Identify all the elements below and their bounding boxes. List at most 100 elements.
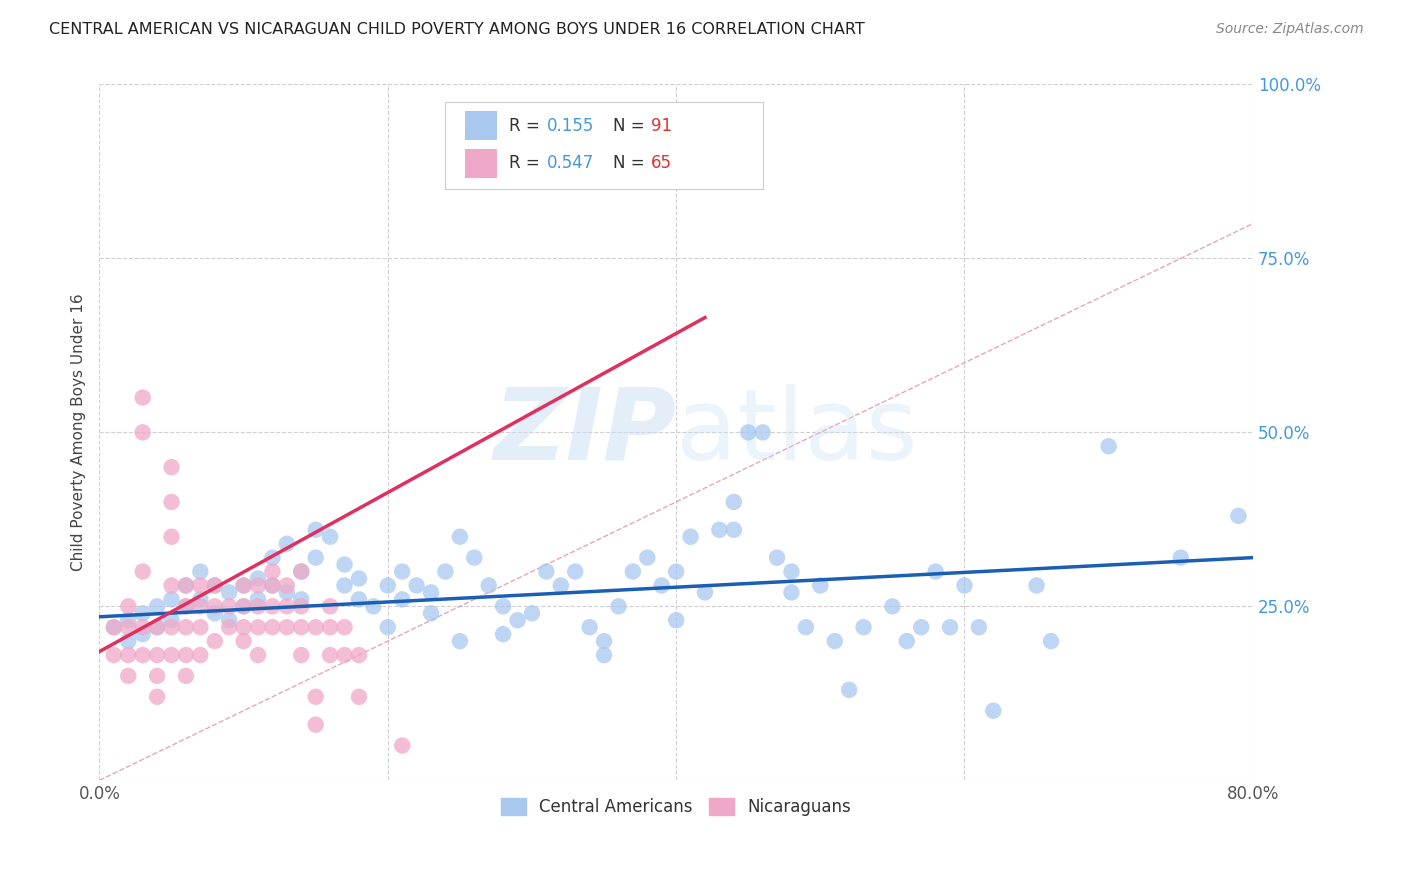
Point <box>190 578 212 592</box>
Point <box>824 634 846 648</box>
Point <box>218 599 240 614</box>
Y-axis label: Child Poverty Among Boys Under 16: Child Poverty Among Boys Under 16 <box>72 293 86 571</box>
Point <box>520 607 543 621</box>
Point <box>160 592 183 607</box>
Point <box>852 620 875 634</box>
Point <box>794 620 817 634</box>
Point <box>232 578 254 592</box>
Point <box>247 620 270 634</box>
Point <box>160 495 183 509</box>
Point <box>131 391 153 405</box>
Text: Source: ZipAtlas.com: Source: ZipAtlas.com <box>1216 22 1364 37</box>
Text: 91: 91 <box>651 117 672 135</box>
Point <box>290 592 312 607</box>
Point <box>347 572 370 586</box>
Point <box>492 599 515 614</box>
Point <box>808 578 831 592</box>
Point <box>103 620 125 634</box>
Point <box>190 565 212 579</box>
Point <box>262 578 284 592</box>
Point <box>174 648 197 662</box>
Point <box>232 634 254 648</box>
Point <box>405 578 427 592</box>
Text: R =: R = <box>509 154 546 172</box>
Point <box>146 669 169 683</box>
Point <box>305 690 328 704</box>
Point <box>131 620 153 634</box>
Point <box>290 565 312 579</box>
Point <box>117 613 139 627</box>
Point <box>347 690 370 704</box>
Point <box>319 530 342 544</box>
FancyBboxPatch shape <box>446 102 762 189</box>
Point <box>276 537 298 551</box>
Text: R =: R = <box>509 117 546 135</box>
Point <box>247 592 270 607</box>
Point <box>160 530 183 544</box>
Point <box>924 565 946 579</box>
Point <box>391 592 413 607</box>
Point <box>204 578 226 592</box>
Point <box>131 607 153 621</box>
Point <box>247 578 270 592</box>
Point <box>262 578 284 592</box>
Point <box>174 599 197 614</box>
Point <box>131 565 153 579</box>
Point <box>131 425 153 440</box>
Point <box>218 613 240 627</box>
Point <box>593 634 616 648</box>
Point <box>391 739 413 753</box>
Point <box>910 620 932 634</box>
Point <box>882 599 904 614</box>
Point <box>262 620 284 634</box>
Point <box>679 530 702 544</box>
Point <box>333 578 356 592</box>
Point <box>953 578 976 592</box>
Point <box>347 592 370 607</box>
Point <box>160 578 183 592</box>
Point <box>290 648 312 662</box>
Point <box>174 578 197 592</box>
Point <box>160 620 183 634</box>
Text: atlas: atlas <box>676 384 918 481</box>
Point <box>276 585 298 599</box>
Point <box>621 565 644 579</box>
Point <box>174 620 197 634</box>
Point <box>550 578 572 592</box>
Point <box>276 599 298 614</box>
Point <box>232 578 254 592</box>
Point <box>232 599 254 614</box>
Point <box>146 690 169 704</box>
Point <box>693 585 716 599</box>
Point <box>347 648 370 662</box>
Point <box>247 599 270 614</box>
Point <box>636 550 658 565</box>
Point <box>1040 634 1063 648</box>
Point <box>232 599 254 614</box>
Point <box>377 578 399 592</box>
Point <box>160 648 183 662</box>
Point <box>449 634 471 648</box>
Point <box>780 565 803 579</box>
Point <box>190 592 212 607</box>
Point <box>204 578 226 592</box>
Point <box>939 620 962 634</box>
Point <box>449 530 471 544</box>
Point <box>1170 550 1192 565</box>
Point <box>103 620 125 634</box>
Point <box>478 578 501 592</box>
Point <box>463 550 485 565</box>
FancyBboxPatch shape <box>465 112 498 140</box>
FancyBboxPatch shape <box>465 149 498 178</box>
Point <box>319 648 342 662</box>
Point <box>190 599 212 614</box>
Point <box>665 565 688 579</box>
Point <box>174 599 197 614</box>
Point <box>305 523 328 537</box>
Point <box>333 620 356 634</box>
Point <box>117 634 139 648</box>
Point <box>363 599 385 614</box>
Point <box>117 648 139 662</box>
Point <box>506 613 529 627</box>
Text: N =: N = <box>613 117 650 135</box>
